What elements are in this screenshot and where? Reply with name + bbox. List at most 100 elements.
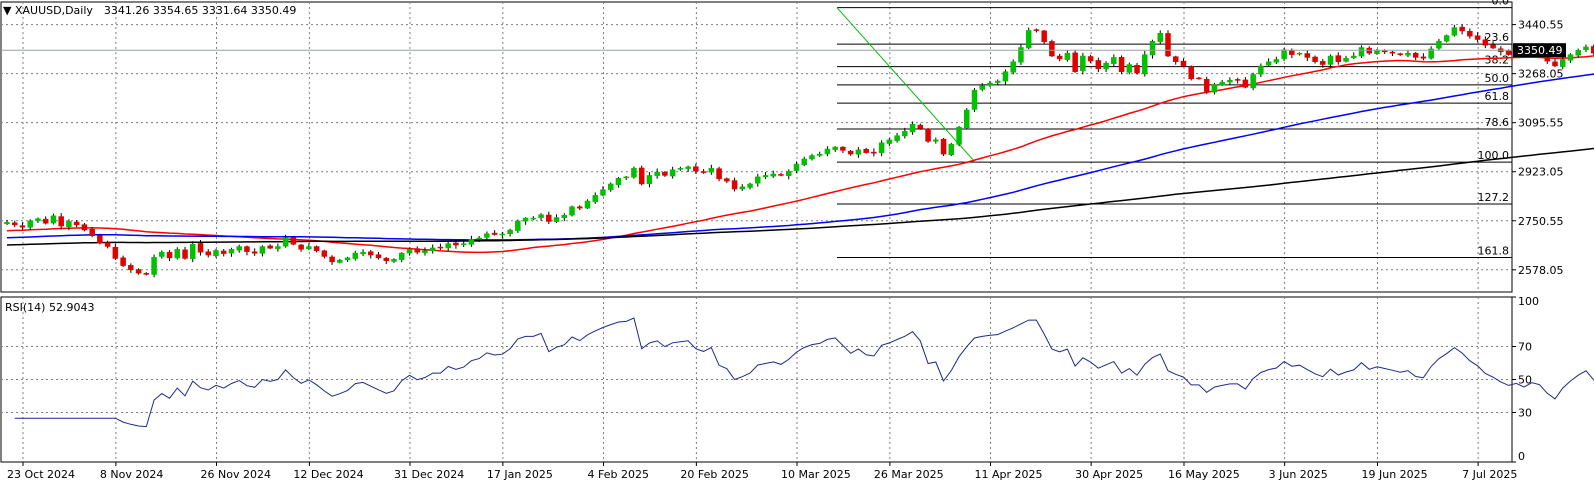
- candle-body: [538, 214, 544, 219]
- candle-body: [220, 250, 227, 254]
- candle-body: [809, 155, 815, 160]
- fib-level-label: 127.2: [1478, 191, 1510, 204]
- low-value: 3331.64: [201, 4, 248, 17]
- open-value: 3341.26: [103, 4, 150, 17]
- candle-body: [1389, 51, 1396, 54]
- main-plot-frame: [0, 1, 1513, 293]
- candle-body: [948, 143, 955, 156]
- candle-body: [151, 257, 157, 275]
- candle-body: [847, 150, 854, 155]
- candle-body: [623, 176, 629, 179]
- candle-body: [437, 246, 444, 249]
- x-tick-label: 26 Mar 2025: [874, 468, 944, 481]
- candle-body: [561, 214, 568, 219]
- candle-body: [1296, 52, 1303, 55]
- x-tick-label: 12 Dec 2024: [293, 468, 363, 481]
- candle-body: [1358, 47, 1365, 57]
- candle-body: [352, 252, 359, 259]
- candle-body: [1049, 41, 1055, 57]
- candle-body: [4, 222, 10, 225]
- candle-body: [1482, 39, 1489, 46]
- candle-body: [724, 178, 730, 182]
- x-tick-label: 7 Jul 2025: [1462, 468, 1517, 481]
- candle-body: [267, 245, 273, 249]
- candle-body: [762, 175, 769, 178]
- candle-body: [1111, 57, 1117, 64]
- candle-body: [1002, 71, 1009, 82]
- candle-body: [375, 254, 382, 259]
- candle-body: [166, 251, 173, 259]
- candle-body: [66, 221, 72, 227]
- candle-body: [584, 200, 591, 209]
- candle-body: [755, 176, 761, 184]
- candle-body: [569, 206, 575, 216]
- candle-body: [337, 259, 343, 263]
- candle-body: [816, 153, 823, 156]
- candle-body: [1405, 52, 1411, 56]
- candle-body: [638, 167, 645, 185]
- candle-body: [840, 146, 846, 151]
- x-tick-label: 8 Nov 2024: [100, 468, 163, 481]
- candle-body: [1172, 56, 1179, 62]
- candle-body: [321, 250, 328, 257]
- symbol-label: XAUUSD,Daily: [14, 4, 93, 17]
- x-tick-label: 26 Nov 2024: [201, 468, 271, 481]
- candle-body: [89, 228, 95, 236]
- candle-body: [971, 89, 978, 110]
- candle-body: [1467, 30, 1473, 37]
- candle-body: [499, 233, 506, 236]
- rsi-line: [14, 317, 1594, 428]
- candle-body: [902, 131, 908, 137]
- fib-level-label: 78.6: [1485, 116, 1510, 129]
- candle-body: [19, 225, 26, 228]
- candle-body: [592, 195, 598, 203]
- x-tick-label: 23 Oct 2024: [7, 468, 75, 481]
- candle-body: [298, 244, 304, 250]
- candle-body: [1374, 50, 1380, 54]
- candle-body: [104, 242, 111, 247]
- rsi-tick-label: 30: [1518, 407, 1532, 420]
- candle-body: [27, 220, 33, 228]
- candle-body: [197, 243, 204, 253]
- candle-body: [468, 239, 475, 245]
- candle-body: [917, 124, 924, 129]
- candle-body: [956, 126, 962, 145]
- candle-body: [97, 235, 103, 244]
- x-tick-label: 20 Feb 2025: [680, 468, 748, 481]
- candle-body: [282, 237, 289, 247]
- candle-body: [406, 249, 413, 254]
- candle-body: [631, 168, 637, 178]
- candle-body: [1412, 52, 1419, 58]
- candle-body: [739, 186, 746, 190]
- x-tick-label: 3 Jun 2025: [1269, 468, 1328, 481]
- candle-body: [73, 221, 80, 226]
- candle-body: [414, 248, 420, 253]
- candle-body: [476, 237, 482, 240]
- x-tick-label: 10 Mar 2025: [781, 468, 851, 481]
- candle-body: [236, 246, 242, 251]
- candle-body: [933, 139, 939, 142]
- candle-body: [607, 183, 614, 191]
- candle-body: [1033, 29, 1040, 31]
- candle-body: [855, 149, 862, 155]
- collapse-triangle-icon[interactable]: ▼: [3, 4, 12, 17]
- candle-body: [669, 169, 676, 177]
- y-tick-label: 3268.05: [1518, 68, 1564, 81]
- candle-body: [871, 151, 877, 154]
- candle-body: [793, 163, 800, 171]
- candle-body: [1451, 27, 1458, 36]
- candle-body: [251, 251, 258, 254]
- candle-body: [600, 189, 606, 196]
- candle-body: [1289, 49, 1295, 55]
- candle-body: [11, 222, 18, 226]
- candle-body: [135, 269, 142, 274]
- x-tick-label: 31 Dec 2024: [394, 468, 464, 481]
- candle-body: [344, 257, 351, 261]
- fib-level-label: 38.2: [1485, 54, 1510, 67]
- candle-body: [1103, 62, 1109, 70]
- candle-body: [1072, 52, 1078, 72]
- candle-body: [445, 243, 451, 249]
- candle-body: [484, 233, 490, 238]
